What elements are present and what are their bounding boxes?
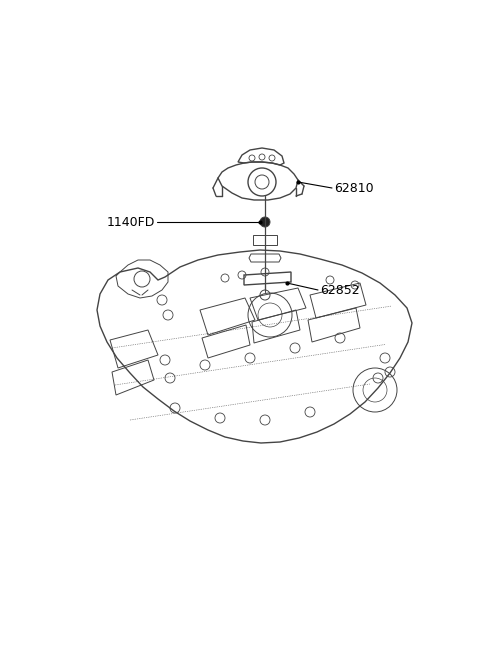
Text: 62810: 62810: [334, 182, 373, 194]
Text: 62852: 62852: [320, 283, 360, 297]
Circle shape: [260, 217, 270, 227]
Text: 1140FD: 1140FD: [107, 216, 155, 228]
